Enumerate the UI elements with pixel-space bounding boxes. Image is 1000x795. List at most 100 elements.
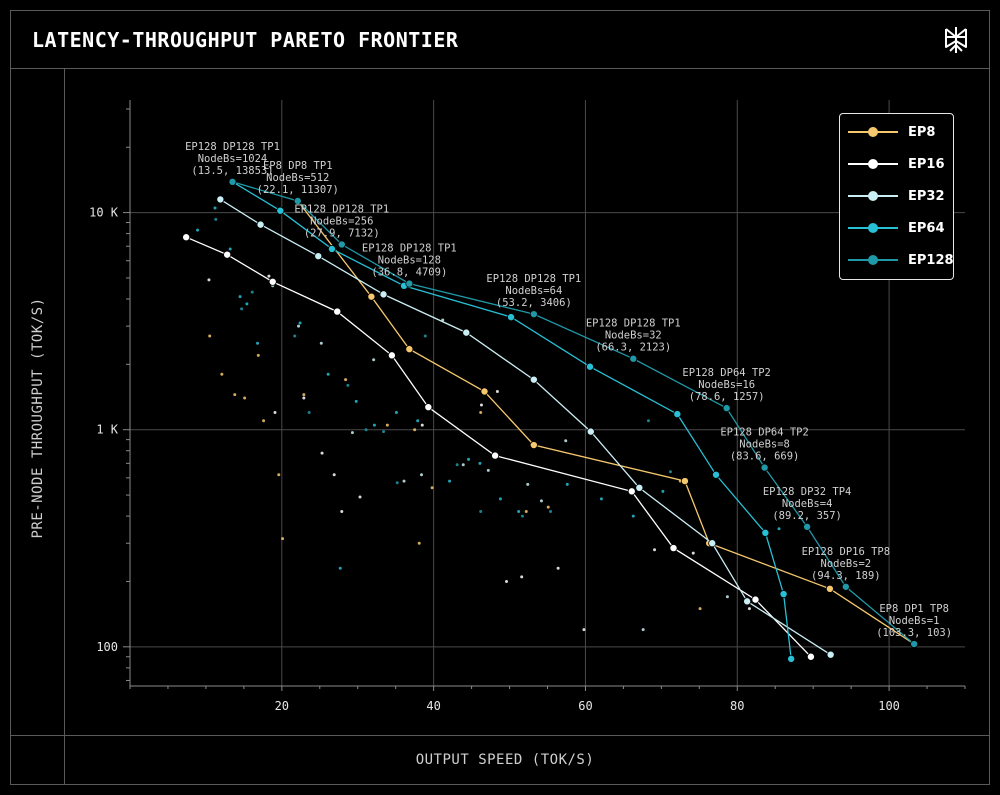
scatter-point-ep8 — [344, 378, 348, 382]
scatter-point-ep64 — [326, 372, 330, 376]
scatter-point-ep8 — [208, 334, 212, 338]
scatter-point-ep32 — [419, 473, 423, 477]
legend-item-ep128[interactable]: EP128 — [848, 250, 954, 270]
scatter-point-ep8 — [413, 428, 417, 432]
scatter-point-ep64 — [338, 566, 342, 570]
scatter-point-ep128 — [307, 411, 311, 415]
scatter-point-ep32 — [526, 482, 530, 486]
annotation-label: EP128 DP64 TP2 — [682, 367, 771, 379]
scatter-point-ep16 — [358, 495, 362, 499]
frontier-point-ep32 — [314, 252, 323, 261]
annotation-label: EP128 DP128 TP1 — [486, 273, 581, 285]
scatter-point-ep8 — [698, 607, 702, 611]
scatter-point-ep64 — [354, 399, 358, 403]
axes: 20 40 60 80 100 100 1 K 10 K — [89, 100, 966, 713]
frontier-point-ep32 — [256, 220, 265, 229]
frontier-point-ep8 — [529, 441, 538, 450]
frontier-point-ep16 — [387, 351, 396, 360]
scatter-point-ep64 — [565, 482, 569, 486]
legend-item-ep32[interactable]: EP32 — [848, 186, 945, 206]
scatter-point-ep128 — [382, 430, 386, 434]
scatter-point-ep8 — [546, 505, 550, 509]
scatter-point-ep64 — [245, 302, 249, 306]
frontier-point-ep16 — [223, 250, 232, 259]
frontier-point-ep64 — [507, 313, 516, 322]
y-axis-label: PRE-NODE THROUGHPUT (TOK/S) — [30, 297, 46, 539]
scatter-point-ep128 — [520, 514, 524, 518]
annotation-label: EP128 DP128 TP1 — [362, 243, 457, 255]
annotation-label: NodeBs=64 — [505, 285, 562, 297]
annotation-label: (66.3, 2123) — [595, 342, 671, 354]
annotation-label: EP128 DP64 TP2 — [720, 427, 809, 439]
x-tick-label: 40 — [426, 699, 440, 713]
annotation-label: (89.2, 357) — [772, 510, 842, 522]
scatter-point-ep32 — [319, 341, 323, 345]
scatter-point-ep128 — [668, 470, 672, 474]
legend: EP8 EP16 EP32 EP64 EP128 — [839, 113, 954, 280]
annotation-label: EP8 DP1 TP8 — [879, 603, 949, 615]
frontier-point-ep64 — [673, 410, 682, 419]
frontier-point-ep128 — [293, 196, 302, 205]
scatter-point-ep32 — [461, 463, 465, 467]
frontier-point-ep128 — [760, 463, 769, 472]
scatter-point-ep128 — [395, 481, 399, 485]
legend-label: EP64 — [908, 220, 945, 236]
legend-label: EP16 — [908, 156, 945, 172]
frontier-point-ep16 — [491, 451, 500, 460]
annotation-label: NodeBs=16 — [698, 379, 755, 391]
scatter-point-ep16 — [495, 389, 499, 393]
scatter-point-ep16 — [653, 548, 657, 552]
scatter-point-ep8 — [220, 372, 224, 376]
scatter-point-ep8 — [479, 411, 483, 415]
legend-item-ep16[interactable]: EP16 — [848, 154, 945, 174]
scatter-point-ep64 — [238, 295, 242, 299]
frontier-point-ep32 — [743, 597, 752, 606]
frontier-point-ep128 — [910, 640, 919, 649]
scatter-point-ep8 — [281, 537, 285, 541]
frontier-point-ep32 — [462, 328, 471, 337]
frontier-point-ep32 — [635, 483, 644, 492]
frontier-point-ep64 — [761, 528, 770, 537]
scatter-point-ep8 — [430, 486, 434, 490]
annotation-label: NodeBs=256 — [310, 215, 373, 227]
legend-label: EP32 — [908, 188, 945, 204]
chart-frame — [10, 10, 990, 785]
frontier-point-ep64 — [787, 654, 796, 663]
scatter-point-ep8 — [243, 396, 247, 400]
scatter-point-ep8 — [262, 419, 266, 423]
scatter-point-ep16 — [747, 607, 751, 611]
scatter-point-ep64 — [228, 247, 232, 251]
legend-label: EP128 — [908, 252, 954, 268]
frontier-point-ep32 — [586, 427, 595, 436]
scatter-point-ep16 — [556, 566, 560, 570]
scatter-point-ep32 — [297, 324, 301, 328]
legend-swatch-ep128 — [848, 255, 898, 265]
legend-item-ep64[interactable]: EP64 — [848, 218, 945, 238]
scatter-point-ep32 — [564, 439, 568, 443]
scatter-point-ep64 — [196, 228, 200, 232]
scatter-point-ep32 — [641, 628, 645, 632]
frontier-point-ep128 — [228, 177, 237, 186]
frontier-point-ep128 — [337, 240, 346, 249]
scatter-point-ep8 — [256, 353, 260, 357]
frontier-point-ep32 — [529, 375, 538, 384]
annotation-label: (27.9, 7132) — [304, 227, 380, 239]
scatter-point-ep64 — [416, 419, 420, 423]
scatter-point-ep8 — [417, 541, 421, 545]
scatter-point-ep16 — [505, 579, 509, 583]
scatter-point-ep64 — [517, 509, 521, 513]
scatter-point-ep128 — [646, 419, 650, 423]
x-tick-label: 20 — [275, 699, 289, 713]
frontier-point-ep128 — [529, 310, 538, 319]
scatter-point-ep16 — [520, 575, 524, 579]
annotation-label: (78.6, 1257) — [689, 391, 765, 403]
annotation-label: EP128 DP32 TP4 — [763, 486, 852, 498]
frontier-point-ep128 — [405, 279, 414, 288]
frontier-point-ep64 — [779, 590, 788, 599]
scatter-point-ep128 — [293, 334, 297, 338]
frontier-point-ep16 — [424, 403, 433, 412]
annotation-label: NodeBs=512 — [266, 172, 329, 184]
legend-item-ep8[interactable]: EP8 — [848, 122, 935, 142]
annotation-label: (94.3, 189) — [811, 570, 881, 582]
side-divider — [64, 68, 65, 785]
